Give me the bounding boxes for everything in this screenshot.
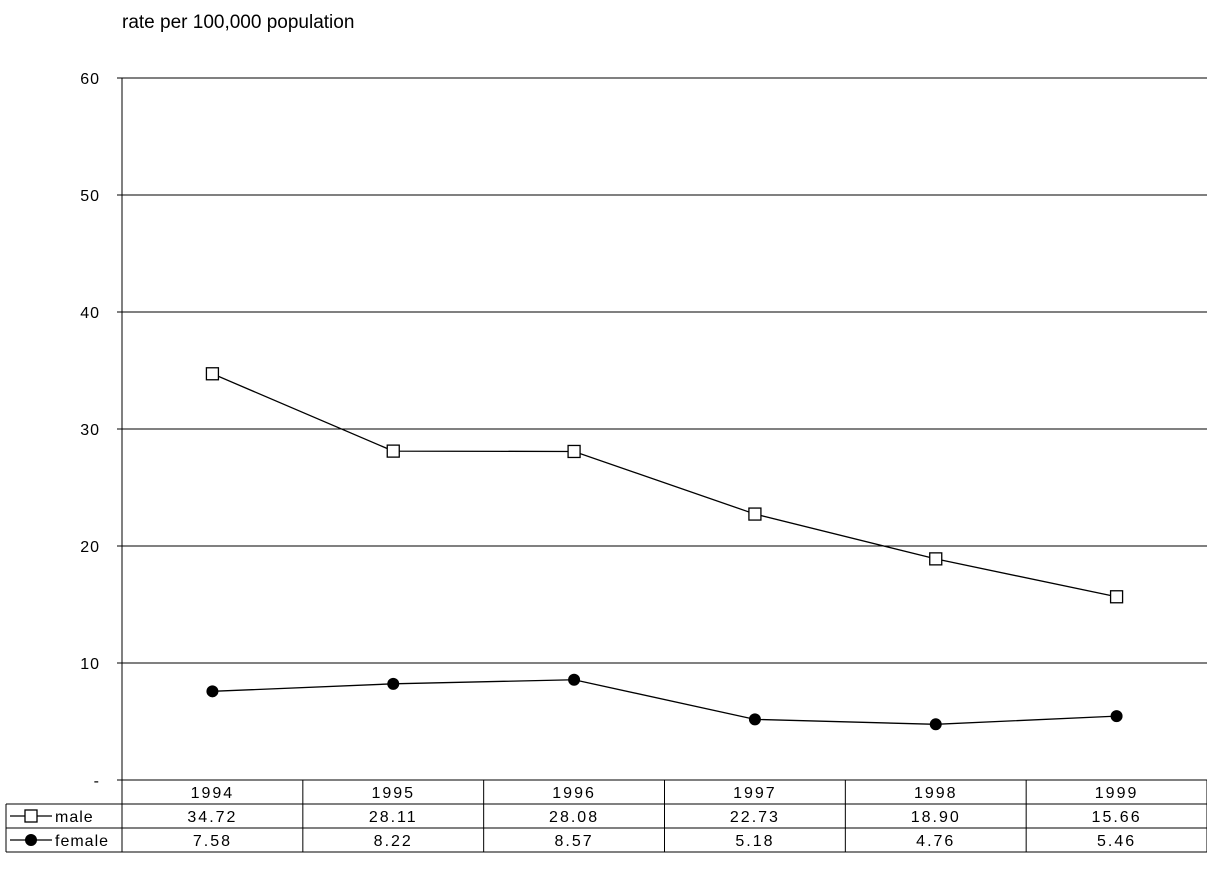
data-point-female (929, 718, 942, 731)
legend-label: male (55, 809, 94, 826)
y-tick-label: 40 (80, 305, 100, 322)
data-label: 8.57 (555, 833, 594, 850)
x-tick-label: 1998 (914, 785, 958, 802)
legend-key-marker (25, 834, 37, 846)
data-label: 22.73 (730, 809, 780, 826)
x-tick-label: 1999 (1095, 785, 1139, 802)
data-point-female (387, 677, 400, 690)
data-point-female (568, 673, 581, 686)
legend-label: female (55, 833, 109, 850)
data-label: 15.66 (1092, 809, 1142, 826)
data-point-male (929, 552, 943, 566)
y-tick-label: 20 (80, 539, 100, 556)
x-tick-label: 1996 (552, 785, 596, 802)
data-point-male (748, 507, 762, 521)
legend-key-marker (24, 809, 38, 823)
x-tick-label: 1997 (733, 785, 777, 802)
data-point-male (567, 444, 581, 459)
data-label: 8.22 (374, 833, 413, 850)
data-point-male (386, 444, 400, 458)
data-label: 28.11 (369, 809, 418, 826)
x-tick-label: 1994 (191, 785, 235, 802)
x-tick-label: 1995 (371, 785, 415, 802)
y-tick-label: 60 (80, 71, 100, 88)
data-label: 5.46 (1097, 833, 1136, 850)
series-line-male (212, 373, 1117, 598)
data-label: 18.90 (911, 809, 961, 826)
data-point-male (205, 367, 220, 381)
y-tick-label: 30 (80, 422, 100, 439)
data-label: 4.76 (916, 833, 955, 850)
data-point-female (748, 713, 761, 726)
data-point-female (206, 685, 219, 698)
y-tick-label: 10 (80, 656, 100, 673)
data-label: 28.08 (549, 809, 599, 826)
data-label: 7.58 (193, 833, 232, 850)
series-line-female (212, 679, 1117, 725)
data-point-male (1109, 590, 1124, 604)
data-point-female (1110, 710, 1123, 723)
data-label: 34.72 (187, 809, 237, 826)
y-tick-label: - (94, 773, 100, 790)
data-label: 5.18 (735, 833, 774, 850)
y-axis-label: rate per 100,000 population (122, 12, 354, 33)
y-tick-label: 50 (80, 188, 100, 205)
